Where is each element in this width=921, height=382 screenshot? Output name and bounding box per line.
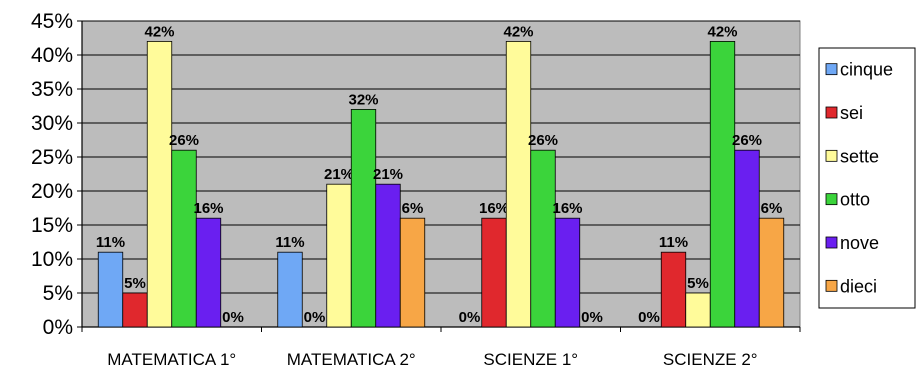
data-label: 42% — [707, 23, 737, 40]
bar-sette — [685, 292, 711, 328]
data-label: 42% — [503, 23, 533, 40]
data-label: 32% — [348, 91, 378, 108]
x-tick-label: MATEMATICA 1° — [107, 350, 236, 369]
bar-otto — [709, 41, 736, 328]
bar-sei — [660, 251, 687, 328]
y-tick-label: 25% — [31, 146, 73, 169]
bar-sette — [505, 41, 532, 328]
data-label: 6% — [402, 200, 424, 217]
data-label: 26% — [169, 132, 199, 149]
data-label: 21% — [373, 166, 403, 183]
y-tick-label: 20% — [31, 180, 73, 203]
data-label: 16% — [552, 200, 582, 217]
bar-cinque — [97, 251, 124, 328]
legend-entry: dieci — [840, 276, 877, 296]
x-tick-label: SCIENZE 1° — [483, 350, 578, 369]
legend-entry: nove — [840, 233, 879, 253]
y-tick-label: 30% — [31, 112, 73, 135]
bar-nove — [554, 217, 581, 328]
data-label: 5% — [687, 275, 709, 292]
x-tick-label: MATEMATICA 2° — [287, 350, 416, 369]
y-tick-label: 35% — [31, 78, 73, 101]
y-tick-label: 15% — [31, 214, 73, 237]
data-label: 42% — [144, 23, 174, 40]
y-tick-label: 0% — [43, 316, 73, 339]
y-tick-label: 10% — [31, 248, 73, 271]
data-label: 21% — [324, 166, 354, 183]
y-tick-label: 5% — [43, 282, 73, 305]
legend-swatch-otto — [825, 193, 838, 206]
legend-entry: sette — [840, 146, 879, 166]
bar-dieci — [399, 217, 426, 328]
legend-swatch-sette — [825, 149, 838, 162]
data-label: 6% — [761, 200, 783, 217]
bar-nove — [734, 149, 760, 328]
data-label: 11% — [659, 234, 688, 251]
data-label: 0% — [459, 309, 481, 326]
legend-swatch-sei — [825, 106, 838, 119]
legend-swatch-cinque — [825, 63, 838, 76]
data-label: 16% — [193, 200, 223, 217]
data-label: 11% — [275, 234, 304, 251]
data-label: 5% — [124, 275, 146, 292]
data-label: 16% — [479, 200, 509, 217]
bar-sette — [326, 183, 352, 328]
bar-cinque — [277, 251, 303, 328]
data-label: 0% — [581, 309, 603, 326]
legend-swatch-nove — [825, 236, 838, 249]
bar-sei — [481, 217, 507, 328]
y-tick-label: 40% — [31, 44, 73, 67]
legend-swatch-dieci — [825, 279, 838, 292]
bar-otto — [350, 109, 377, 328]
data-label: 0% — [222, 309, 244, 326]
bar-nove — [375, 183, 401, 328]
legend-box — [818, 47, 916, 309]
x-tick-label: SCIENZE 2° — [663, 350, 758, 369]
legend-entry: cinque — [840, 60, 893, 80]
bar-otto — [530, 149, 556, 328]
data-label: 11% — [96, 234, 125, 251]
bar-sei — [122, 292, 148, 328]
legend-entry: otto — [840, 190, 870, 210]
bar-dieci — [758, 217, 785, 328]
data-label: 0% — [638, 309, 660, 326]
data-label: 0% — [304, 309, 326, 326]
bar-otto — [171, 149, 197, 328]
bar-nove — [195, 217, 222, 328]
bar-sette — [146, 41, 173, 328]
y-tick-label: 45% — [31, 10, 73, 33]
data-label: 26% — [732, 132, 762, 149]
legend-entry: sei — [840, 103, 863, 123]
data-label: 26% — [528, 132, 558, 149]
